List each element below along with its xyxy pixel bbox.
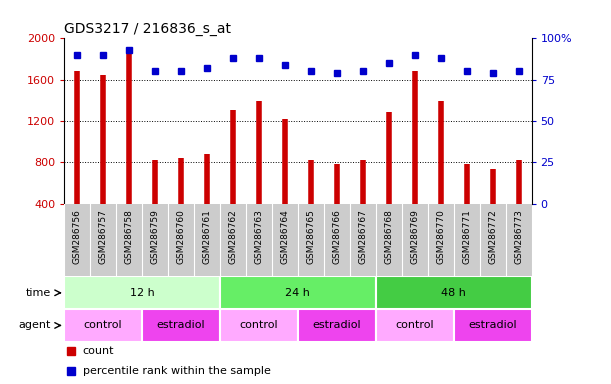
Text: GSM286762: GSM286762 [229, 209, 238, 264]
Text: GSM286766: GSM286766 [332, 209, 342, 264]
Text: GSM286757: GSM286757 [98, 209, 108, 264]
Text: GSM286771: GSM286771 [462, 209, 471, 264]
Text: GSM286761: GSM286761 [202, 209, 211, 264]
Bar [298, 309, 376, 342]
Text: percentile rank within the sample: percentile rank within the sample [83, 366, 271, 376]
Text: time: time [26, 288, 51, 298]
Bar [220, 309, 298, 342]
Text: control: control [395, 320, 434, 331]
Text: 12 h: 12 h [130, 288, 155, 298]
Text: 48 h: 48 h [441, 288, 466, 298]
Bar [453, 309, 532, 342]
Text: GSM286756: GSM286756 [73, 209, 82, 264]
Text: GSM286769: GSM286769 [410, 209, 419, 264]
Bar [220, 276, 376, 309]
Text: GSM286770: GSM286770 [436, 209, 445, 264]
Text: GSM286764: GSM286764 [280, 209, 290, 264]
Text: GSM286763: GSM286763 [254, 209, 263, 264]
Text: GSM286765: GSM286765 [306, 209, 315, 264]
Text: estradiol: estradiol [156, 320, 205, 331]
Text: estradiol: estradiol [312, 320, 361, 331]
Text: GSM286760: GSM286760 [177, 209, 186, 264]
Text: control: control [84, 320, 122, 331]
Bar [376, 309, 453, 342]
Text: GSM286758: GSM286758 [125, 209, 134, 264]
Text: estradiol: estradiol [468, 320, 517, 331]
Bar [64, 276, 220, 309]
Text: count: count [83, 346, 114, 356]
Text: GSM286759: GSM286759 [150, 209, 159, 264]
Bar [64, 309, 142, 342]
Bar [376, 276, 532, 309]
Text: GSM286767: GSM286767 [358, 209, 367, 264]
Text: control: control [240, 320, 278, 331]
Text: 24 h: 24 h [285, 288, 310, 298]
Text: agent: agent [19, 320, 51, 331]
Text: GSM286772: GSM286772 [488, 209, 497, 264]
Bar [142, 309, 220, 342]
Text: GSM286768: GSM286768 [384, 209, 393, 264]
Text: GSM286773: GSM286773 [514, 209, 523, 264]
Text: GDS3217 / 216836_s_at: GDS3217 / 216836_s_at [64, 22, 231, 36]
